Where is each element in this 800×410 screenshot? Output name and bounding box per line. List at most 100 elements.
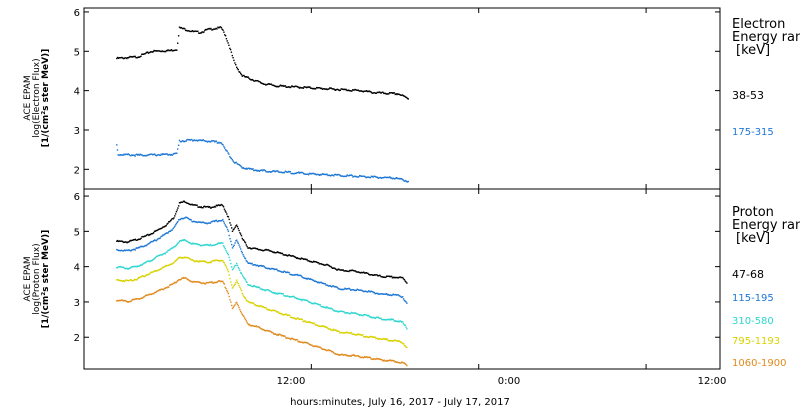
electron-data-point (380, 177, 383, 179)
electron-data-point (352, 89, 354, 91)
proton-data-point (248, 262, 251, 264)
proton-data-point (178, 202, 181, 204)
proton-data-point (344, 354, 346, 356)
proton-data-point (297, 317, 299, 319)
proton-data-point (359, 272, 362, 274)
proton-data-point (299, 318, 302, 320)
proton-data-point (224, 264, 226, 266)
proton-data-point (256, 264, 258, 266)
electron-data-point (255, 80, 258, 82)
proton-data-point (153, 258, 155, 260)
proton-data-point (285, 295, 287, 297)
electron-data-point (364, 90, 366, 92)
electron-data-point (320, 87, 322, 90)
proton-data-point (310, 278, 312, 281)
proton-data-point (141, 275, 143, 277)
proton-data-point (361, 271, 363, 274)
proton-data-point (194, 243, 197, 245)
electron-data-point (406, 96, 408, 99)
electron-data-point (204, 140, 206, 142)
electron-data-point (184, 140, 186, 142)
proton-data-point (346, 331, 348, 334)
proton-data-point (119, 265, 121, 268)
electron-data-point (377, 91, 379, 94)
electron-data-point (192, 30, 195, 33)
proton-data-point (295, 257, 298, 259)
proton-data-point (125, 300, 127, 303)
proton-data-point (313, 345, 315, 348)
proton-data-point (206, 244, 208, 246)
proton-data-point (340, 353, 343, 356)
proton-data-point (386, 360, 389, 362)
electron-data-point (308, 174, 310, 176)
electron-data-point (340, 88, 342, 90)
proton-data-point (388, 359, 390, 362)
electron-data-point (124, 154, 126, 156)
electron-data-point (274, 85, 277, 87)
proton-data-point (378, 274, 380, 277)
electron-data-point (203, 139, 205, 142)
proton-data-point (385, 276, 387, 278)
proton-data-point (263, 289, 266, 291)
proton-panel-frame (83, 188, 721, 370)
proton-data-point (124, 268, 127, 270)
proton-data-point (137, 298, 140, 300)
proton-data-point (256, 305, 258, 307)
proton-data-point (381, 276, 384, 278)
electron-data-point (214, 141, 216, 143)
proton-data-point (355, 334, 357, 336)
electron-data-point (199, 139, 201, 141)
proton-data-point (203, 260, 205, 263)
proton-data-point (395, 277, 397, 279)
proton-data-point (358, 313, 360, 316)
proton-data-point (296, 273, 298, 276)
electron-data-point (371, 175, 373, 178)
proton-data-point (380, 293, 382, 295)
proton-data-point (334, 286, 336, 288)
proton-data-point (262, 250, 264, 252)
proton-data-point (203, 244, 206, 246)
proton-data-point (283, 270, 285, 272)
proton-data-point (178, 279, 181, 281)
proton-data-point (223, 283, 226, 285)
proton-data-point (368, 315, 371, 318)
proton-data-point (258, 265, 260, 268)
electron-data-point (168, 153, 170, 156)
proton-data-point (319, 346, 321, 348)
proton-data-point (184, 239, 186, 241)
proton-data-point (200, 244, 202, 247)
electron-data-point (315, 174, 317, 176)
proton-data-point (329, 328, 331, 330)
proton-data-point (390, 319, 392, 321)
proton-data-point (158, 254, 161, 257)
proton-data-point (377, 293, 380, 295)
proton-data-point (344, 332, 346, 334)
electron-data-point (273, 84, 275, 87)
electron-data-point (368, 176, 370, 178)
electron-data-point (287, 171, 289, 173)
proton-series-115-195 (116, 216, 408, 304)
proton-data-point (308, 278, 310, 280)
proton-data-point (200, 206, 202, 208)
electron-data-point (316, 87, 319, 89)
proton-data-point (162, 234, 164, 236)
proton-data-point (131, 299, 133, 301)
proton-data-point (372, 358, 375, 360)
proton-data-point (162, 288, 165, 291)
electron-data-point (166, 153, 168, 155)
electron-data-point (211, 140, 214, 142)
electron-ylabel-line2: log(Electron Flux) (32, 58, 42, 137)
electron-data-point (385, 93, 387, 95)
proton-data-point (274, 310, 276, 312)
electron-data-point (277, 170, 279, 172)
proton-data-point (279, 333, 281, 336)
proton-data-point (377, 316, 379, 319)
proton-data-point (211, 244, 213, 247)
proton-data-point (132, 239, 134, 241)
proton-data-point (330, 350, 332, 352)
proton-data-point (336, 353, 338, 355)
electron-data-point (229, 47, 231, 50)
electron-data-point (134, 55, 136, 58)
electron-data-point (218, 26, 221, 28)
